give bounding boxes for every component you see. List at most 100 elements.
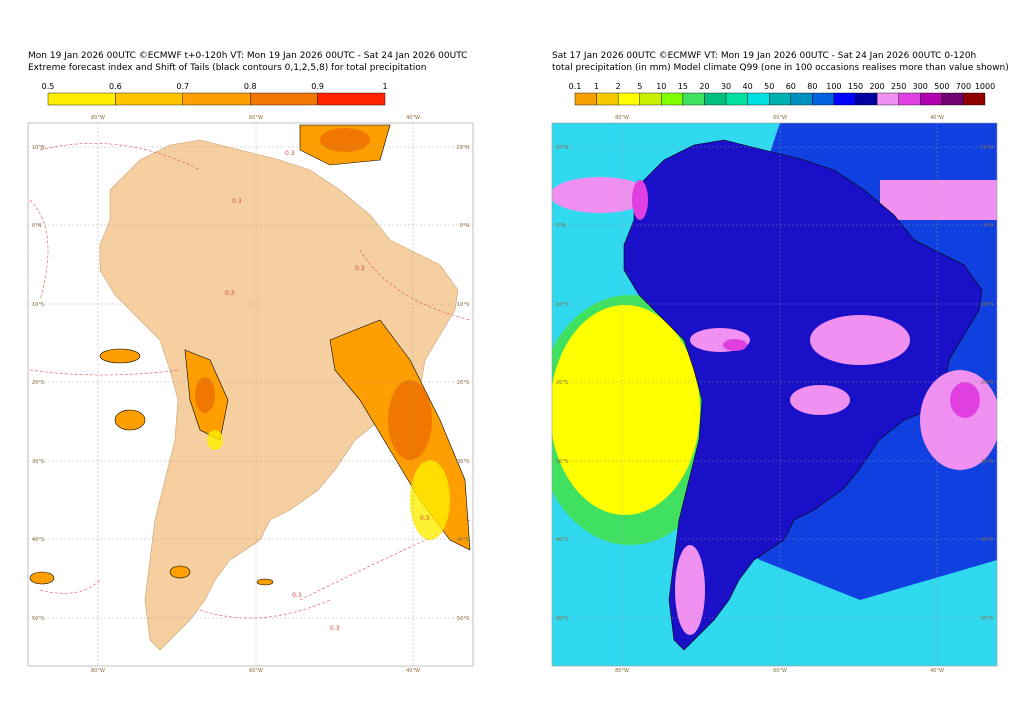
colorbar-segment [855, 92, 878, 106]
lat-label: 10°S [457, 302, 469, 308]
lat-label: 0°N [556, 223, 566, 229]
lon-label: 40°W [930, 668, 944, 674]
lon-label: 40°W [406, 115, 420, 121]
lat-label: 10°N [556, 145, 569, 151]
title-line: Extreme forecast index and Shift of Tail… [28, 63, 426, 73]
colorbar-segment [682, 92, 705, 106]
contour-label: 0.3 [355, 265, 365, 272]
lon-label: 80°W [91, 668, 105, 674]
lon-label: 80°W [615, 115, 629, 121]
lat-label: 30°S [981, 459, 993, 465]
lat-label: 20°S [32, 380, 44, 386]
title-line: Sat 17 Jan 2026 00UTC ©ECMWF VT: Mon 19 … [552, 51, 976, 61]
lat-label: 50°S [32, 616, 44, 622]
colorbar-label: 30 [721, 82, 731, 91]
right-map [552, 123, 997, 666]
lat-label: 50°S [556, 616, 568, 622]
colorbar-label: 0.1 [569, 82, 582, 91]
lat-label: 40°S [32, 537, 44, 543]
colorbar-segment [747, 92, 770, 106]
lon-label: 40°W [406, 668, 420, 674]
colorbar-label: 60 [786, 82, 796, 91]
lat-label: 10°S [32, 302, 44, 308]
right-map-frame [551, 122, 998, 667]
colorbar-label: 0.6 [109, 82, 122, 91]
lon-label: 80°W [91, 115, 105, 121]
colorbar-label: 80 [807, 82, 817, 91]
lon-label: 60°W [773, 115, 787, 121]
colorbar-label: 15 [678, 82, 688, 91]
lat-label: 50°S [981, 616, 993, 622]
lat-label: 20°S [556, 380, 568, 386]
contour-label: 0.3 [285, 150, 295, 157]
lon-label: 60°W [249, 668, 263, 674]
colorbar-label: 0.8 [244, 82, 257, 91]
colorbar-label: 500 [934, 82, 949, 91]
colorbar-segment [941, 92, 964, 106]
colorbar-segment [812, 92, 835, 106]
colorbar-label: 300 [913, 82, 928, 91]
colorbar-segment [725, 92, 748, 106]
lat-label: 20°S [981, 380, 993, 386]
colorbar-segment [833, 92, 856, 106]
colorbar-label: 1 [594, 82, 599, 91]
lon-label: 80°W [615, 668, 629, 674]
left-map-frame [27, 122, 474, 667]
colorbar-label: 1 [382, 82, 387, 91]
contour-label: 0.3 [232, 198, 242, 205]
colorbar-segment [596, 92, 619, 106]
contour-label: 0.3 [292, 592, 302, 599]
lat-label: 20°S [457, 380, 469, 386]
colorbar-segment [661, 92, 684, 106]
colorbar-label: 1000 [975, 82, 995, 91]
colorbar-label: 0.9 [311, 82, 324, 91]
lat-label: 0°N [460, 223, 470, 229]
lat-label: 30°S [457, 459, 469, 465]
contour-label: 0.3 [225, 290, 235, 297]
colorbar-segment [704, 92, 727, 106]
colorbar-segment [317, 92, 386, 106]
lon-label: 60°W [249, 115, 263, 121]
lat-label: 30°S [32, 459, 44, 465]
colorbar-segment [47, 92, 116, 106]
lat-label: 0°N [984, 223, 994, 229]
colorbar-segment [963, 92, 986, 106]
colorbar-label: 0.5 [42, 82, 55, 91]
colorbar-segment [617, 92, 640, 106]
colorbar-label: 250 [891, 82, 906, 91]
lat-label: 50°S [457, 616, 469, 622]
colorbar-label: 0.7 [176, 82, 189, 91]
colorbar-segment [876, 92, 899, 106]
left-map [28, 123, 473, 666]
colorbar-label: 150 [848, 82, 863, 91]
title-line: total precipitation (in mm) Model climat… [552, 63, 1009, 73]
colorbar-label: 700 [956, 82, 971, 91]
lat-label: 10°N [32, 145, 45, 151]
colorbar-segment [182, 92, 251, 106]
colorbar-label: 2 [616, 82, 621, 91]
colorbar-label: 5 [637, 82, 642, 91]
colorbar-label: 100 [826, 82, 841, 91]
colorbar-segment [249, 92, 318, 106]
colorbar-segment [115, 92, 184, 106]
lat-label: 0°N [32, 223, 42, 229]
colorbar-segment [790, 92, 813, 106]
colorbar-segment [920, 92, 943, 106]
lon-label: 60°W [773, 668, 787, 674]
colorbar-label: 200 [869, 82, 884, 91]
colorbar-segment [639, 92, 662, 106]
lat-label: 10°S [981, 302, 993, 308]
lat-label: 40°S [457, 537, 469, 543]
colorbar-label: 50 [764, 82, 774, 91]
colorbar-segment [898, 92, 921, 106]
lat-label: 30°S [556, 459, 568, 465]
colorbar-segment [769, 92, 791, 106]
colorbar-label: 20 [699, 82, 709, 91]
colorbar-label: 40 [743, 82, 753, 91]
contour-label: 0.3 [420, 515, 430, 522]
lat-label: 10°N [456, 145, 469, 151]
lat-label: 40°S [556, 537, 568, 543]
lat-label: 40°S [981, 537, 993, 543]
lat-label: 10°S [556, 302, 568, 308]
